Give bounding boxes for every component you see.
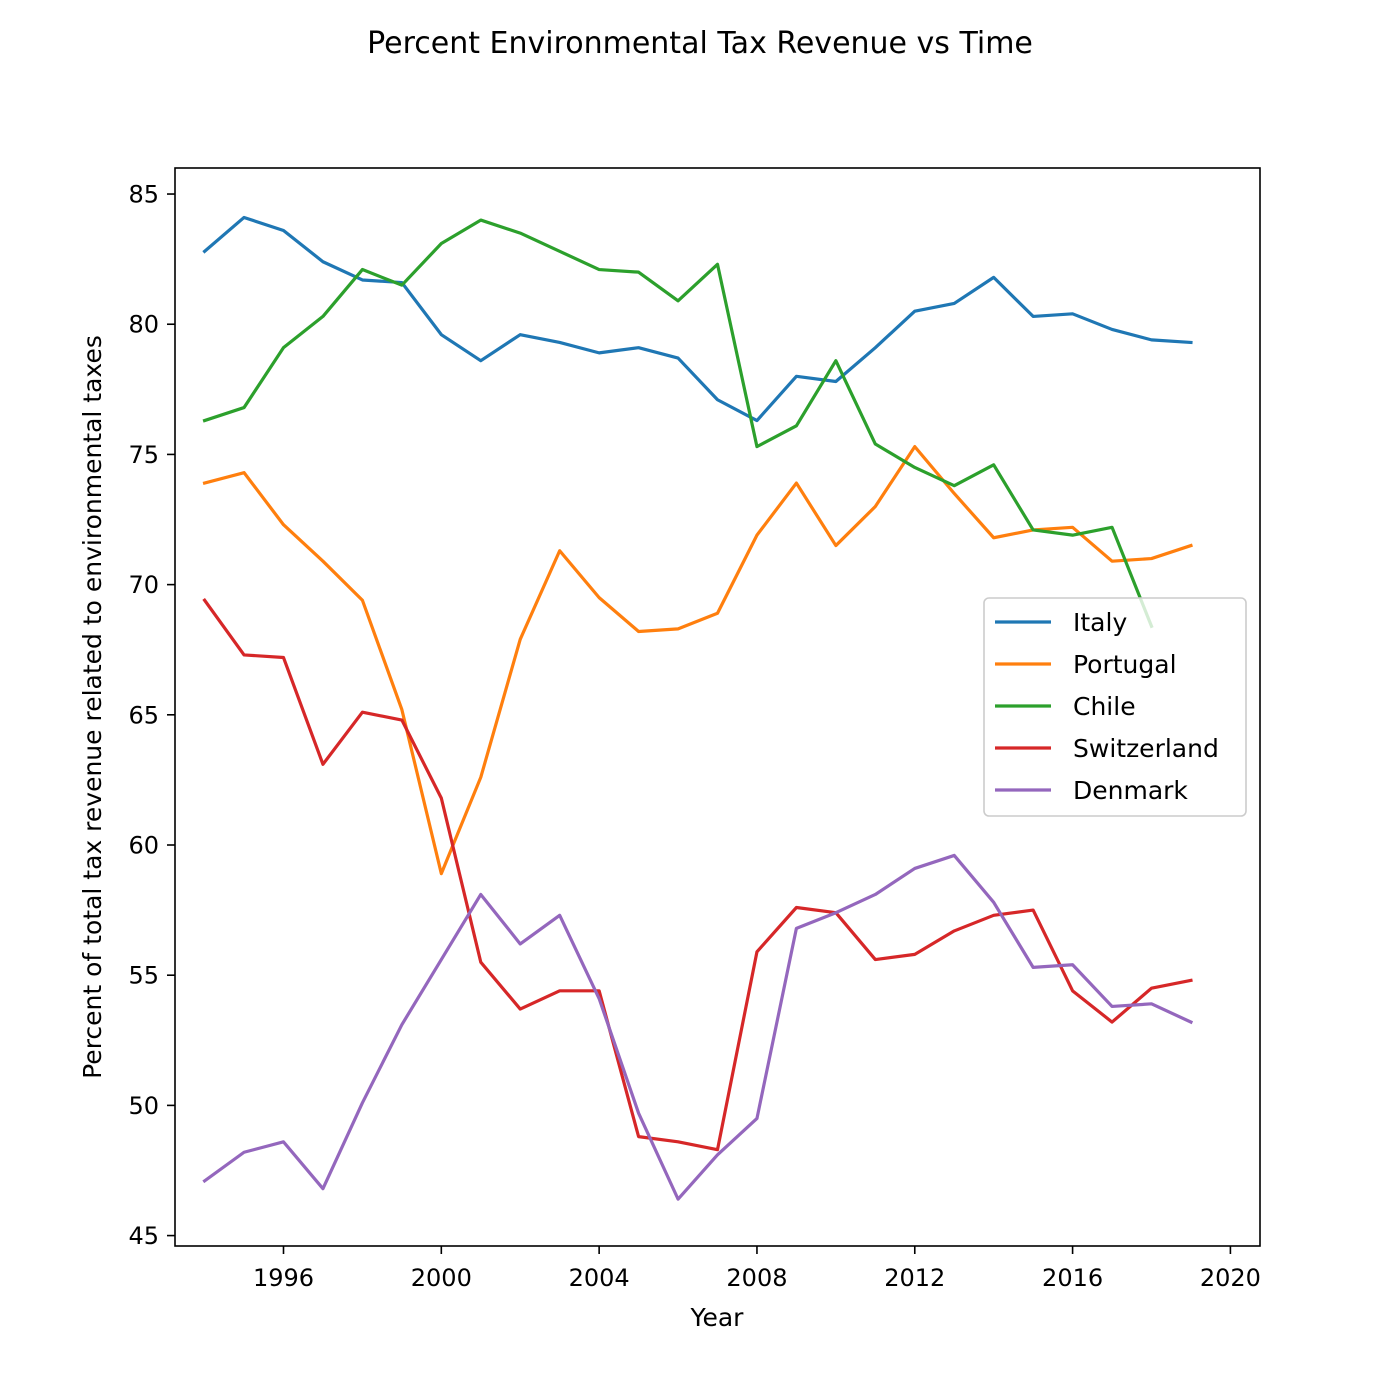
legend-label-chile: Chile [1073, 692, 1136, 721]
series-line-italy [202, 215, 1193, 423]
y-tick-label: 45 [128, 1222, 159, 1250]
series-line-switzerland [202, 598, 1193, 1152]
x-tick-label: 1996 [253, 1264, 314, 1292]
plot-area [174, 167, 1261, 1247]
y-tick-label: 55 [128, 962, 159, 990]
y-tick-label: 50 [128, 1092, 159, 1120]
y-tick-label: 80 [128, 311, 159, 339]
y-tick-label: 60 [128, 832, 159, 860]
series-line-portugal [202, 445, 1193, 876]
x-tick-label: 2000 [411, 1264, 472, 1292]
series-line-denmark [202, 853, 1194, 1201]
legend-label-italy: Italy [1073, 608, 1127, 637]
axes-frame [174, 167, 1261, 1247]
chart-title: Percent Environmental Tax Revenue vs Tim… [367, 26, 1033, 61]
y-tick-label: 85 [128, 181, 159, 209]
legend-label-switzerland: Switzerland [1073, 734, 1219, 763]
y-axis: 45 50 55 60 65 70 75 80 85 [128, 181, 175, 1250]
x-tick-label: 2012 [884, 1264, 945, 1292]
y-tick-label: 70 [128, 571, 159, 599]
x-tick-label: 2016 [1042, 1264, 1103, 1292]
x-axis: 1996 2000 2004 2008 2012 2016 2020 [253, 1246, 1261, 1292]
y-tick-label: 75 [128, 441, 159, 469]
y-tick-label: 65 [128, 701, 159, 729]
legend-label-denmark: Denmark [1073, 776, 1188, 805]
legend-label-portugal: Portugal [1073, 650, 1177, 679]
x-tick-label: 2004 [569, 1264, 630, 1292]
x-axis-label: Year [690, 1303, 745, 1332]
y-axis-label: Percent of total tax revenue related to … [78, 335, 107, 1079]
series-line-chile [202, 218, 1154, 629]
series-layer [202, 215, 1194, 1201]
legend: Italy Portugal Chile Switzerland Denmark [983, 597, 1247, 817]
x-tick-label: 2008 [726, 1264, 787, 1292]
legend-box [983, 597, 1247, 817]
x-tick-label: 2020 [1200, 1264, 1261, 1292]
